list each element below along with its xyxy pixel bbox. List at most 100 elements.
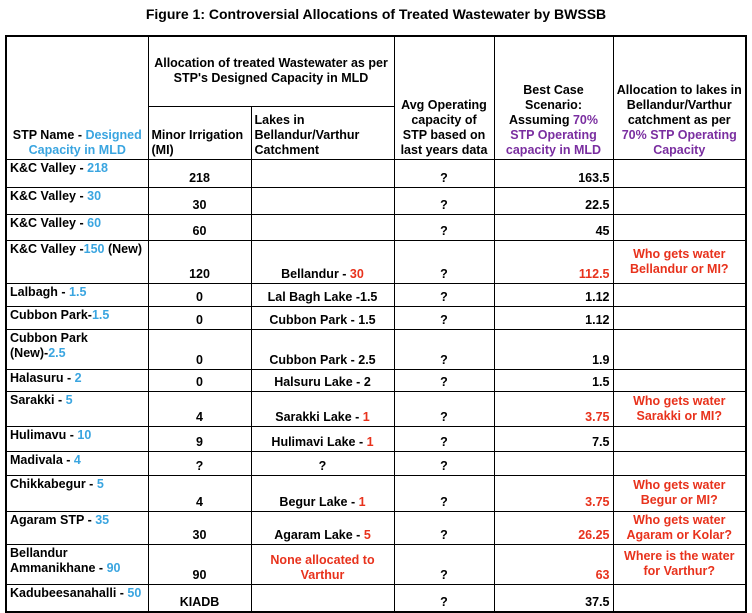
text-run: 2	[74, 370, 82, 385]
table-cell: ?	[393, 305, 495, 330]
table-cell: Lal Bagh Lake -1.5	[250, 282, 395, 307]
table-row: K&C Valley -150 (New) 120 Bellandur - 30? 1…	[5, 239, 747, 284]
table-cell: 22.5	[493, 186, 614, 215]
text-run: ?	[440, 527, 448, 542]
table-cell: 45	[493, 213, 614, 241]
header-cell: Avg Operating capacity of STP based on l…	[393, 35, 495, 160]
text-run: Agaram Lake -	[274, 527, 364, 542]
text-run: ?	[440, 434, 448, 449]
table-cell: Agaram STP - 35	[5, 510, 149, 545]
text-run: 218	[189, 170, 210, 185]
text-run: Who gets water Bellandur or MI?	[629, 246, 729, 276]
table-cell: ?	[393, 158, 495, 188]
table-row: Kadubeesanahalli - 50 KIADB? 37.5	[5, 583, 747, 613]
table-cell: 60	[147, 213, 252, 241]
text-run: K&C Valley -	[10, 215, 88, 230]
text-run: Madivala -	[10, 452, 74, 467]
text-run: ?	[440, 170, 448, 185]
table-cell: 30	[147, 510, 252, 545]
table-cell: Who gets water Bellandur or MI?	[612, 239, 747, 284]
text-run: Bellandur -	[281, 266, 350, 281]
table-row: Hulimavu - 10 9 Hulimavi Lake - 1? 7.5	[5, 425, 747, 452]
table-row: K&C Valley - 218 218? 163.5	[5, 158, 747, 188]
text-run: ?	[195, 458, 204, 473]
header-cell: Allocation to lakes in Bellandur/Varthur…	[612, 35, 747, 160]
text-run: Who gets water Begur or MI?	[633, 478, 726, 507]
text-run: Cubbon Park-	[10, 307, 92, 322]
text-run: 63	[595, 567, 610, 582]
text-run: Hulimavu -	[10, 427, 78, 442]
text-run: 30	[87, 188, 102, 203]
table-cell: ?	[393, 450, 495, 476]
text-run: 5	[363, 527, 371, 542]
table-cell	[612, 583, 747, 613]
text-run: Halsuru Lake - 2	[274, 374, 371, 389]
table-cell	[612, 368, 747, 392]
text-run: 1.5	[69, 284, 87, 299]
text-run: Allocation of treated Wastewater as per …	[154, 56, 388, 86]
table-cell: Cubbon Park-1.5	[5, 305, 149, 330]
text-run: K&C Valley -	[10, 160, 88, 175]
table-row: Sarakki - 5 4 Sarakki Lake - 1? 3.75 Who get…	[5, 390, 747, 427]
table-cell: Begur Lake - 1	[250, 474, 395, 512]
text-run: 163.5	[578, 170, 610, 185]
table-cell: Sarakki Lake - 1	[250, 390, 395, 427]
text-run: 112.5	[578, 266, 610, 281]
text-run: Agaram STP -	[10, 512, 96, 527]
header-row: STP Name - Designed Capacity in MLD Allo…	[5, 35, 747, 160]
table-cell	[612, 158, 747, 188]
table-cell: 218	[147, 158, 252, 188]
title: Figure 1: Controversial Allocations of T…	[145, 6, 607, 22]
table-row: Lalbagh - 1.5 0 Lal Bagh Lake -1.5? 1.12	[5, 282, 747, 307]
table-cell: Who gets water Agaram or Kolar?	[612, 510, 747, 545]
text-run: ?	[440, 374, 448, 389]
text-run: ?	[440, 197, 448, 212]
allocation-table: STP Name - Designed Capacity in MLD Allo…	[5, 35, 747, 613]
header-cell: Best Case Scenario: Assuming 70% STP Ope…	[493, 35, 614, 160]
table-cell: 30	[147, 186, 252, 215]
text-run: 120	[189, 266, 210, 281]
text-run: Cubbon Park - 1.5	[269, 312, 376, 327]
table-cell: Chikkabegur - 5	[5, 474, 149, 512]
text-run: 37.5	[585, 595, 610, 609]
table-cell: Agaram Lake - 5	[250, 510, 395, 545]
table-cell: 0	[147, 305, 252, 330]
text-run: 1.9	[592, 352, 610, 367]
table-cell: 7.5	[493, 425, 614, 452]
table-cell: 163.5	[493, 158, 614, 188]
text-run: Begur Lake -	[279, 494, 359, 509]
table-cell: ?	[393, 474, 495, 512]
table-cell: Kadubeesanahalli - 50	[5, 583, 149, 613]
text-run: 22.5	[585, 197, 610, 212]
text-run: 1.5	[91, 307, 110, 322]
table-cell	[612, 282, 747, 307]
table-cell: 3.75	[493, 390, 614, 427]
text-run: Lal Bagh Lake -1.5	[267, 289, 378, 304]
table-cell: ?	[393, 425, 495, 452]
text-run: ?	[440, 494, 448, 509]
table-cell: ?	[393, 213, 495, 241]
table-cell: Lalbagh - 1.5	[5, 282, 149, 307]
table-cell	[612, 186, 747, 215]
text-run: 30	[349, 266, 364, 281]
table-cell	[493, 450, 614, 476]
text-run: Lakes in Bellandur/Varthur Catchment	[254, 112, 360, 157]
table-cell: 1.12	[493, 282, 614, 307]
table-cell: Cubbon Park - 2.5	[250, 328, 395, 370]
table-cell: 112.5	[493, 239, 614, 284]
table-cell: K&C Valley - 30	[5, 186, 149, 215]
text-run: Hulimavi Lake -	[271, 434, 367, 449]
table-cell	[612, 328, 747, 370]
table-row: K&C Valley - 60 60? 45	[5, 213, 747, 241]
text-run: 70% STP Operating capacity in MLD	[505, 112, 602, 157]
text-run: Where is the water for Varthur?	[624, 549, 735, 578]
text-run: 4	[196, 409, 203, 424]
table-cell	[250, 583, 395, 613]
table-row: Bellandur Ammanikhane - 90 90 None allocat…	[5, 543, 747, 585]
text-run: K&C Valley -	[10, 241, 84, 256]
text-run: 3.75	[585, 409, 610, 424]
header-cell: Allocation of treated Wastewater as per …	[147, 35, 395, 107]
text-run: 35	[95, 512, 110, 527]
table-cell	[612, 213, 747, 241]
text-run: 50	[127, 585, 142, 600]
